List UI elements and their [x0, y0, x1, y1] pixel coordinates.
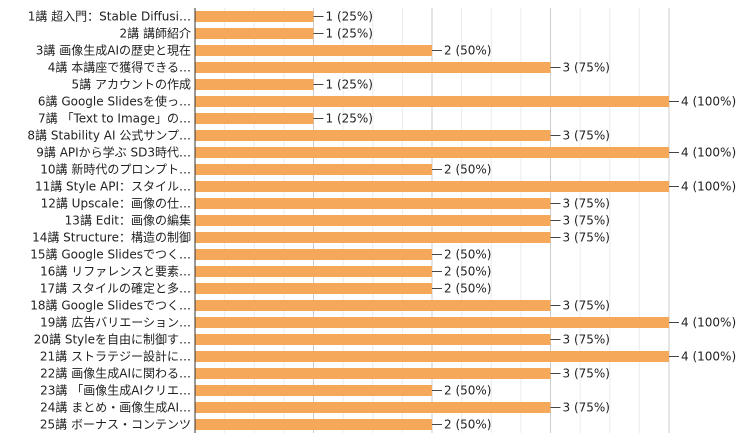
value-label: 3 (75%)	[563, 214, 610, 228]
bar	[195, 96, 669, 107]
bar	[195, 334, 551, 345]
value-label: 2 (50%)	[444, 265, 491, 279]
category-label: 14講 Structure：構造の制御	[32, 230, 191, 245]
bar	[195, 79, 314, 90]
value-label: 2 (50%)	[444, 163, 491, 177]
bar	[195, 62, 551, 73]
value-label: 3 (75%)	[563, 61, 610, 75]
value-label: 1 (25%)	[326, 78, 373, 92]
value-label: 3 (75%)	[563, 231, 610, 245]
bar	[195, 198, 551, 209]
bar	[195, 368, 551, 379]
category-label: 24講 まとめ・画像生成AI…	[40, 400, 191, 415]
category-label: 3講 画像生成AIの歴史と現在	[36, 43, 191, 58]
bar	[195, 419, 432, 430]
value-label: 3 (75%)	[563, 367, 610, 381]
bar	[195, 130, 551, 141]
bar	[195, 266, 432, 277]
category-label: 21講 ストラテジー設計に…	[40, 349, 191, 364]
value-label: 1 (25%)	[326, 112, 373, 126]
category-label: 9講 APIから学ぶ SD3時代…	[36, 145, 191, 160]
bar	[195, 164, 432, 175]
bar	[195, 45, 432, 56]
bar	[195, 249, 432, 260]
value-label: 1 (25%)	[326, 10, 373, 24]
category-label: 8講 Stability AI 公式サンプ…	[27, 128, 191, 143]
category-label: 17講 スタイルの確定と多…	[40, 281, 191, 296]
bar	[195, 147, 669, 158]
bar	[195, 215, 551, 226]
category-label: 6講 Google Slidesを使っ…	[38, 94, 191, 109]
value-label: 3 (75%)	[563, 197, 610, 211]
value-label: 3 (75%)	[563, 299, 610, 313]
value-label: 3 (75%)	[563, 333, 610, 347]
bar	[195, 300, 551, 311]
value-label: 3 (75%)	[563, 401, 610, 415]
category-label: 20講 Styleを自由に制御す…	[34, 332, 191, 347]
category-label: 22講 画像生成AIに関わる…	[40, 366, 191, 381]
category-label: 13講 Edit：画像の編集	[65, 213, 191, 228]
value-labels: 1 (25%) 1 (25%) 2 (50%) 3 (75%) 1 (25%) 4 (10…	[313, 10, 736, 432]
bar	[195, 28, 314, 39]
category-label: 1講 超入門：Stable Diffusi…	[28, 9, 191, 24]
category-label: 5講 アカウントの作成	[72, 77, 191, 92]
category-label: 23講 「画像生成AIクリエ…	[40, 383, 191, 398]
bar	[195, 181, 669, 192]
bar	[195, 113, 314, 124]
bars	[195, 11, 669, 430]
value-label: 4 (100%)	[681, 180, 736, 194]
value-label: 2 (50%)	[444, 418, 491, 432]
value-label: 4 (100%)	[681, 146, 736, 160]
value-label: 2 (50%)	[444, 44, 491, 58]
value-label: 1 (25%)	[326, 27, 373, 41]
category-label: 18講 Google Slidesでつく…	[30, 298, 191, 313]
category-label: 4講 本講座で獲得できる…	[48, 60, 191, 75]
category-label: 15講 Google Slidesでつく…	[30, 247, 191, 262]
value-label: 2 (50%)	[444, 282, 491, 296]
bar	[195, 351, 669, 362]
category-label: 12講 Upscale：画像の仕…	[41, 196, 191, 211]
category-label: 16講 リファレンスと要素…	[40, 264, 191, 279]
category-label: 7講 「Text to Image」の…	[38, 111, 191, 126]
bar	[195, 283, 432, 294]
bar	[195, 402, 551, 413]
bar	[195, 232, 551, 243]
bar	[195, 317, 669, 328]
category-label: 2講 講師紹介	[120, 26, 191, 41]
bar	[195, 11, 314, 22]
value-label: 4 (100%)	[681, 350, 736, 364]
value-label: 4 (100%)	[681, 95, 736, 109]
category-labels: 1講 超入門：Stable Diffusi… 2講 講師紹介 3講 画像生成AIの歴…	[27, 9, 191, 432]
value-label: 3 (75%)	[563, 129, 610, 143]
category-label: 11講 Style API：スタイル…	[35, 179, 191, 194]
value-label: 2 (50%)	[444, 384, 491, 398]
value-label: 4 (100%)	[681, 316, 736, 330]
value-label: 2 (50%)	[444, 248, 491, 262]
category-label: 19講 広告バリエーション…	[40, 315, 191, 330]
category-label: 25講 ボーナス・コンテンツ	[40, 417, 191, 432]
bar	[195, 385, 432, 396]
category-label: 10講 新時代のプロンプト…	[40, 162, 191, 177]
